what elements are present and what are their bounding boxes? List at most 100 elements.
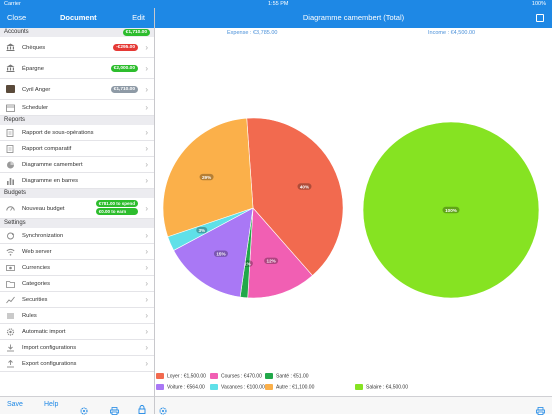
report-row[interactable]: Diagramme camembert ›	[0, 157, 154, 173]
legend-label: Santé	[276, 373, 290, 380]
scheduler-row[interactable]: Scheduler ›	[0, 100, 154, 116]
settings-label: Export configurations	[22, 361, 77, 367]
pie-chart-icon	[6, 161, 15, 169]
legend-value: €100.00	[246, 384, 265, 391]
section-budgets-title: Budgets	[4, 190, 27, 196]
fullscreen-icon[interactable]	[536, 14, 544, 22]
settings-label: Automatic import	[22, 329, 66, 335]
close-button[interactable]: Close	[7, 13, 27, 22]
legend-label: Vacances	[221, 384, 243, 391]
section-settings: Settings	[0, 219, 154, 228]
chevron-right-icon: ›	[145, 204, 148, 213]
account-row-epargne[interactable]: Épargne €2,000.00 ›	[0, 58, 154, 79]
settings-row-rules[interactable]: Rules ›	[0, 308, 154, 324]
bank-icon	[6, 64, 15, 72]
settings-row-web-server[interactable]: Web server ›	[0, 244, 154, 260]
section-settings-title: Settings	[4, 220, 26, 226]
legend-swatch	[355, 384, 363, 390]
settings-label: Rules	[22, 313, 37, 319]
legend-label: Salaire	[366, 384, 382, 391]
sidebar-navbar: Close Document Edit	[0, 8, 154, 28]
settings-row-import-configurations[interactable]: Import configurations ›	[0, 340, 154, 356]
expense-slice-courses[interactable]	[247, 207, 313, 299]
settings-row-categories[interactable]: Categories ›	[0, 276, 154, 292]
sidebar-toolbar: Save Help	[0, 396, 154, 415]
income-slice-salaire[interactable]	[362, 121, 540, 299]
expense-label-bg	[297, 183, 312, 190]
bar-chart-icon	[6, 177, 15, 185]
import-icon	[6, 344, 15, 352]
chevron-right-icon: ›	[145, 85, 148, 94]
printer-icon[interactable]	[110, 402, 119, 420]
rules-icon	[6, 312, 15, 320]
carrier-label: Carrier	[4, 1, 21, 7]
chevron-right-icon: ›	[145, 311, 148, 320]
expense-slice-autre[interactable]	[162, 117, 254, 238]
scheduler-label: Scheduler	[22, 105, 49, 111]
income-label-bg	[442, 206, 460, 214]
chevron-right-icon: ›	[145, 128, 148, 137]
expense-pie-title: Expense : €3,785.00	[227, 30, 278, 36]
legend-swatch	[210, 373, 218, 379]
chart-area: Expense : €3,785.00 Income : €4,500.00 4…	[155, 28, 552, 396]
expense-label-bg	[213, 250, 228, 257]
legend-item-autre: Autre : €1,100.00	[265, 384, 314, 390]
chevron-right-icon: ›	[145, 43, 148, 52]
settings-row-securities[interactable]: Securities ›	[0, 292, 154, 308]
legend-item-vacances: Vacances : €100.00	[210, 384, 265, 390]
income-data-label: 100%	[445, 208, 457, 213]
printer-icon[interactable]	[536, 402, 545, 420]
accounts-total-badge: €1,710.00	[122, 29, 150, 36]
section-accounts: Accounts €1,710.00	[0, 28, 154, 37]
sync-icon	[6, 232, 15, 240]
settings-label: Synchronization	[22, 233, 64, 239]
settings-row-currencies[interactable]: Currencies ›	[0, 260, 154, 276]
settings-row-synchronization[interactable]: Synchronization ›	[0, 228, 154, 244]
legend-value: €470.00	[243, 373, 262, 380]
report-label: Rapport de sous-opérations	[22, 130, 94, 136]
report-row[interactable]: Diagramme en barres ›	[0, 173, 154, 189]
chart-icon	[6, 296, 15, 304]
legend-label: Loyer	[167, 373, 180, 380]
status-bar: Carrier 1:55 PM 100%	[0, 0, 552, 8]
report-row[interactable]: Rapport de sous-opérations ›	[0, 125, 154, 141]
legend-swatch	[210, 384, 218, 390]
expense-label-bg	[264, 257, 279, 264]
gear-icon	[6, 328, 15, 336]
budget-row[interactable]: Nouveau budget €781.00 to spend €0.00 to…	[0, 198, 154, 219]
account-label: Cyril Anger	[22, 87, 51, 93]
legend-item-sante: Santé : €51.00	[265, 373, 309, 379]
report-label: Diagramme en barres	[22, 178, 79, 184]
gear-icon[interactable]	[80, 402, 88, 420]
account-row-cyril[interactable]: Cyril Anger €1,710.00 ›	[0, 79, 154, 100]
settings-label: Securities	[22, 297, 48, 303]
main-navbar: Diagramme camembert (Total)	[155, 8, 552, 28]
section-reports-title: Reports	[4, 117, 26, 123]
budget-badges: €781.00 to spend €0.00 to earn	[95, 200, 138, 216]
account-row-cheques[interactable]: Chèques -€295.00 ›	[0, 37, 154, 58]
expense-data-label: 29%	[202, 175, 211, 180]
save-button[interactable]: Save	[7, 401, 23, 408]
report-row[interactable]: Rapport comparatif ›	[0, 141, 154, 157]
help-button[interactable]: Help	[44, 401, 59, 408]
legend-value: €51.00	[293, 373, 309, 380]
settings-row-automatic-import[interactable]: Automatic import ›	[0, 324, 154, 340]
budget-to-earn-badge: €0.00 to earn	[95, 208, 138, 215]
expense-slice-voiture[interactable]	[173, 207, 254, 298]
chevron-right-icon: ›	[145, 103, 148, 112]
settings-row-export-configurations[interactable]: Export configurations ›	[0, 356, 154, 372]
gear-icon[interactable]	[159, 402, 167, 420]
budget-label: Nouveau budget	[22, 206, 65, 212]
expense-data-label: 40%	[300, 184, 309, 189]
legend-item-courses: Courses : €470.00	[210, 373, 262, 379]
expense-slice-loyer[interactable]	[246, 117, 344, 277]
report-label: Rapport comparatif	[22, 146, 72, 152]
currency-icon	[6, 264, 15, 272]
chevron-right-icon: ›	[145, 359, 148, 368]
account-balance-badge: -€295.00	[113, 44, 138, 51]
legend-label: Courses	[221, 373, 240, 380]
expense-label-bg	[199, 173, 214, 181]
edit-button[interactable]: Edit	[132, 13, 145, 22]
report-icon	[6, 129, 15, 137]
lock-icon[interactable]	[138, 401, 146, 419]
